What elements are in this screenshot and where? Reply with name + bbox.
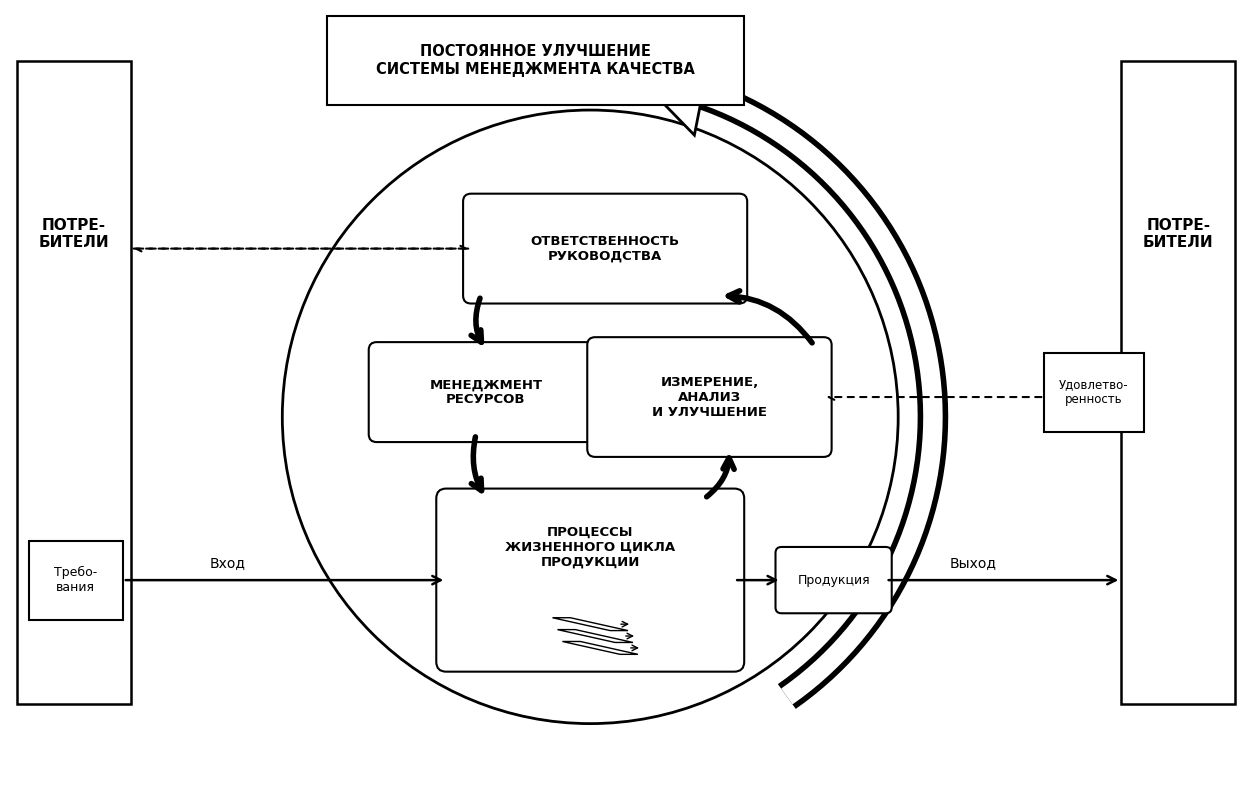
FancyBboxPatch shape xyxy=(1044,353,1143,431)
Polygon shape xyxy=(552,618,629,630)
FancyBboxPatch shape xyxy=(436,488,744,671)
FancyBboxPatch shape xyxy=(16,61,130,704)
Text: Вход: Вход xyxy=(209,557,245,570)
Text: Удовлетво-
ренность: Удовлетво- ренность xyxy=(1059,378,1128,406)
Text: ПОСТОЯННОЕ УЛУЧШЕНИЕ
СИСТЕМЫ МЕНЕДЖМЕНТА КАЧЕСТВА: ПОСТОЯННОЕ УЛУЧШЕНИЕ СИСТЕМЫ МЕНЕДЖМЕНТА… xyxy=(376,44,695,77)
Text: Требо-
вания: Требо- вания xyxy=(54,566,98,594)
Polygon shape xyxy=(562,642,639,654)
Text: Продукция: Продукция xyxy=(798,573,870,586)
Text: ПОТРЕ-
БИТЕЛИ: ПОТРЕ- БИТЕЛИ xyxy=(1143,217,1213,250)
FancyBboxPatch shape xyxy=(29,541,123,620)
Text: ПРОЦЕССЫ
ЖИЗНЕННОГО ЦИКЛА
ПРОДУКЦИИ: ПРОЦЕССЫ ЖИЗНЕННОГО ЦИКЛА ПРОДУКЦИИ xyxy=(505,526,675,569)
Text: ИЗМЕРЕНИЕ,
АНАЛИЗ
И УЛУЧШЕНИЕ: ИЗМЕРЕНИЕ, АНАЛИЗ И УЛУЧШЕНИЕ xyxy=(652,375,767,419)
Text: МЕНЕДЖМЕНТ
РЕСУРСОВ: МЕНЕДЖМЕНТ РЕСУРСОВ xyxy=(429,378,542,406)
FancyBboxPatch shape xyxy=(463,193,747,303)
FancyBboxPatch shape xyxy=(327,16,744,105)
FancyBboxPatch shape xyxy=(369,342,603,442)
FancyBboxPatch shape xyxy=(775,547,891,614)
Text: ПОТРЕ-
БИТЕЛИ: ПОТРЕ- БИТЕЛИ xyxy=(39,217,109,250)
Text: Выход: Выход xyxy=(949,557,997,570)
Polygon shape xyxy=(557,630,634,642)
FancyBboxPatch shape xyxy=(1122,61,1236,704)
FancyBboxPatch shape xyxy=(587,337,831,457)
Polygon shape xyxy=(640,48,711,135)
Text: ОТВЕТСТВЕННОСТЬ
РУКОВОДСТВА: ОТВЕТСТВЕННОСТЬ РУКОВОДСТВА xyxy=(531,235,680,262)
